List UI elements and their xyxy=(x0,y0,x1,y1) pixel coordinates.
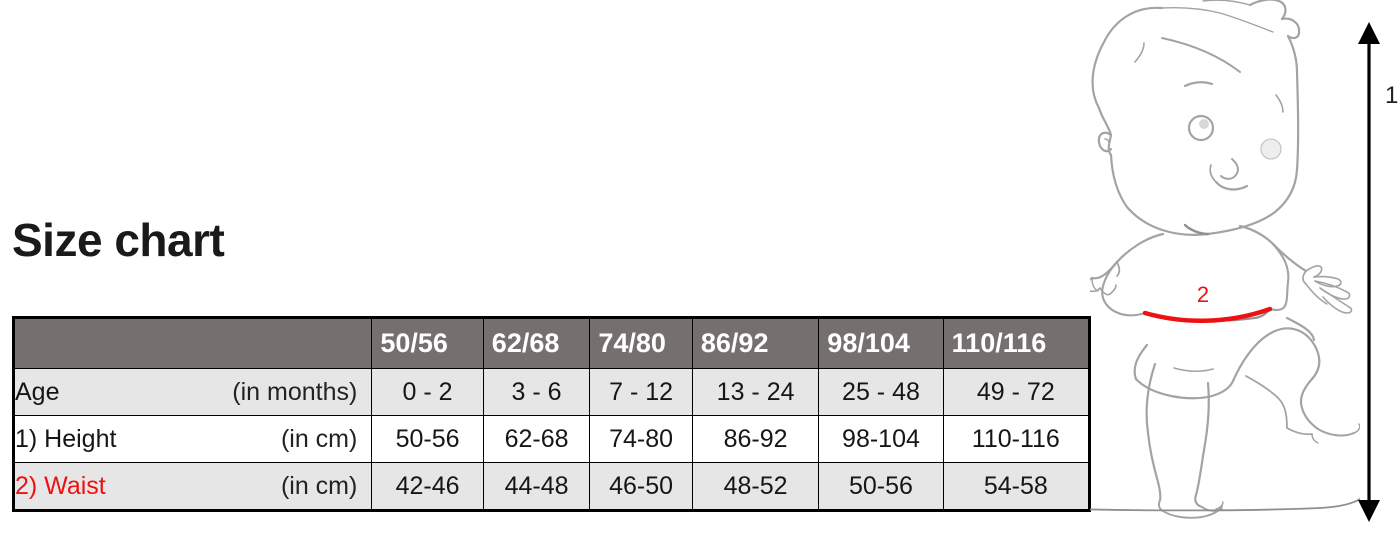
svg-text:1: 1 xyxy=(1385,82,1398,109)
